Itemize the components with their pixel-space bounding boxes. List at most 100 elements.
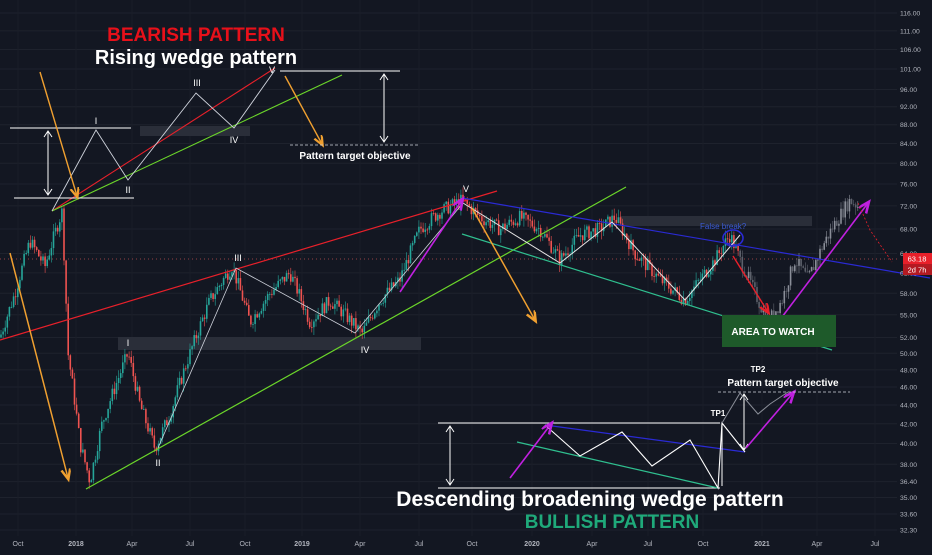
candle-body [105, 418, 107, 421]
candle-body [124, 354, 126, 363]
candle-body [842, 208, 844, 218]
candle-body [502, 223, 504, 229]
candle-body [441, 212, 443, 219]
candle-body [575, 235, 578, 236]
candle-body [128, 356, 130, 358]
y-tick-label: 80.00 [900, 161, 917, 168]
candle-body [613, 215, 615, 220]
y-tick-label: 116.00 [900, 11, 921, 18]
candle-body [474, 208, 477, 211]
highlight-box-right [620, 216, 812, 226]
candle-body [521, 210, 523, 219]
candle-body [489, 220, 492, 228]
candle-body [806, 271, 809, 273]
x-axis: Oct 2018 Apr Jul Oct 2019 Apr Jul Oct 2020 Apr Jul O… [13, 541, 880, 548]
candle-body [495, 219, 498, 221]
y-tick-label: 38.00 [900, 462, 917, 469]
candle-body [804, 267, 807, 272]
candle-body [250, 315, 252, 325]
candle-body [552, 252, 555, 254]
candle-body [348, 315, 351, 323]
candle-body [189, 349, 191, 365]
candle-body [222, 277, 225, 285]
candle-body [539, 227, 542, 238]
candle-body [789, 266, 792, 286]
candle-body [298, 289, 300, 294]
candle-body [388, 287, 391, 291]
candle-body [273, 289, 275, 295]
bullish-pattern-title: BULLISH PATTERN [525, 512, 700, 533]
x-tick-label: Apr [355, 541, 367, 548]
candle-body [424, 229, 426, 232]
candle-body [701, 273, 704, 280]
candle-body [800, 258, 802, 267]
candle-body [697, 279, 699, 281]
magenta-arrow-main [399, 200, 462, 293]
candle-body [317, 314, 319, 320]
candle-body [332, 306, 334, 309]
x-tick-label: Jul [871, 541, 880, 548]
candle-body [239, 278, 242, 291]
candle-body [54, 227, 57, 232]
candle-body [80, 428, 82, 453]
candle-body [361, 328, 363, 333]
y-tick-label: 88.00 [900, 122, 917, 129]
candle-body [170, 417, 172, 422]
candle-body [447, 201, 450, 214]
candle-body [374, 313, 376, 319]
candle-body [195, 335, 198, 339]
candle-body [523, 212, 525, 219]
candle-body [71, 369, 74, 379]
candle-body [75, 404, 78, 414]
candle-body [710, 270, 712, 275]
candle-body [88, 470, 90, 483]
candle-body [218, 285, 221, 288]
candle-body [6, 316, 9, 328]
candle-body [823, 243, 825, 250]
candle-body [815, 260, 817, 271]
candle-body [214, 294, 216, 299]
candle-body [27, 242, 30, 253]
candle-body [428, 226, 431, 230]
candle-body [548, 237, 550, 241]
x-tick-label: Oct [467, 541, 478, 548]
candle-body [290, 274, 292, 282]
candle-body [319, 314, 321, 317]
candle-body [542, 236, 544, 238]
x-tick-label: 2019 [294, 541, 310, 548]
candle-body [590, 231, 592, 239]
candle-body [810, 267, 813, 272]
candle-body [42, 256, 44, 261]
candle-body [275, 287, 277, 290]
descending-wedge-title: Descending broadening wedge pattern [396, 488, 783, 511]
candle-body [777, 311, 779, 314]
candle-body [819, 248, 821, 260]
candle-body [663, 277, 666, 284]
candle-body [508, 219, 510, 225]
candle-body [682, 298, 685, 305]
candle-body [619, 217, 622, 224]
candle-body [445, 201, 447, 205]
candle-body [325, 297, 328, 314]
rising-wedge-title: Rising wedge pattern [95, 47, 297, 69]
candle-body [84, 449, 86, 463]
candle-body [367, 317, 370, 323]
candle-body [479, 214, 481, 217]
candle-body [111, 388, 114, 402]
candle-body [638, 259, 641, 261]
candle-body [537, 227, 540, 230]
candle-body [277, 280, 279, 288]
candle-body [514, 223, 517, 225]
y-tick-label: 32.30 [900, 528, 917, 535]
candle-body [468, 203, 471, 207]
candle-body [59, 222, 61, 232]
candle-body [571, 244, 573, 254]
candle-body [65, 260, 67, 304]
candle-body [46, 259, 48, 267]
candle-body [632, 240, 634, 251]
candle-body [208, 297, 210, 305]
candle-body [550, 240, 552, 253]
candle-body [376, 310, 378, 314]
candle-body [728, 239, 731, 243]
candle-body [252, 324, 254, 325]
